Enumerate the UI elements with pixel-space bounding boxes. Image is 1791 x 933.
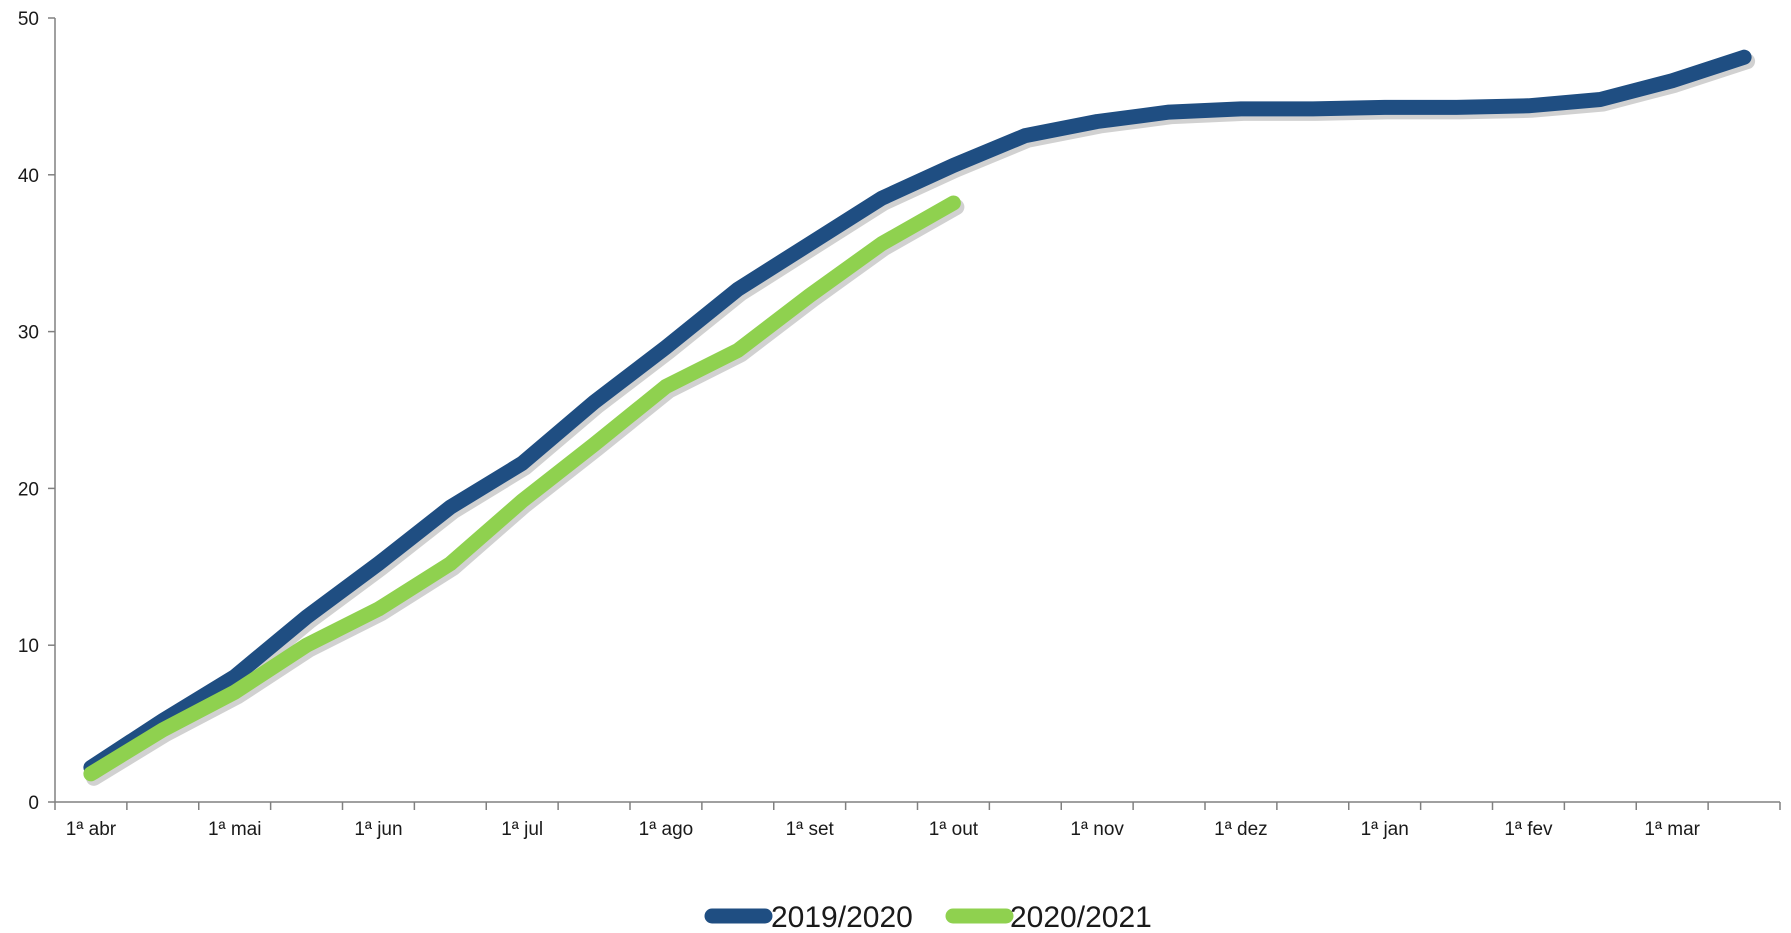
data-point xyxy=(448,562,452,566)
x-tick-label: 1ª ago xyxy=(639,819,694,840)
y-tick-label: 40 xyxy=(18,166,39,187)
data-point xyxy=(520,461,524,465)
data-point xyxy=(736,348,740,352)
data-point xyxy=(880,242,884,246)
data-point xyxy=(376,607,380,611)
data-point xyxy=(951,163,955,167)
x-tick-label: 1ª jan xyxy=(1361,819,1409,840)
x-tick-label: 1ª fev xyxy=(1504,819,1553,840)
data-point xyxy=(880,196,884,200)
x-tick-label: 1ª mar xyxy=(1644,819,1700,840)
data-point xyxy=(520,499,524,503)
legend-label: 2020/2021 xyxy=(1010,901,1152,933)
y-tick-label: 50 xyxy=(18,9,39,30)
legend-label: 2019/2020 xyxy=(771,901,913,933)
data-point xyxy=(664,384,668,388)
data-point xyxy=(664,345,668,349)
data-point xyxy=(1383,105,1387,109)
data-point xyxy=(1598,98,1602,102)
series-line-shadow xyxy=(85,53,1756,780)
data-point xyxy=(736,287,740,291)
data-point xyxy=(592,442,596,446)
data-point xyxy=(161,728,165,732)
x-tick-label: 1ª mai xyxy=(208,819,262,840)
data-point xyxy=(808,294,812,298)
series-1 xyxy=(83,49,1756,780)
x-tick-label: 1ª set xyxy=(786,819,835,840)
data-point xyxy=(376,562,380,566)
data-point xyxy=(1095,119,1099,123)
data-point xyxy=(951,201,955,205)
series-layer xyxy=(83,49,1756,786)
data-point xyxy=(233,690,237,694)
x-tick-label: 1ª nov xyxy=(1070,819,1124,840)
data-point xyxy=(808,242,812,246)
data-point xyxy=(1167,110,1171,114)
data-point xyxy=(1239,107,1243,111)
legend-item: 2019/2020 xyxy=(704,901,913,933)
data-point xyxy=(448,505,452,509)
y-tick-label: 30 xyxy=(18,323,39,344)
series-2 xyxy=(83,195,965,786)
y-tick-label: 20 xyxy=(18,479,39,500)
data-point xyxy=(1023,134,1027,138)
x-tick-label: 1ª abr xyxy=(66,819,117,840)
x-tick-label: 1ª out xyxy=(929,819,979,840)
x-tick-label: 1ª jun xyxy=(354,819,402,840)
data-point xyxy=(1670,79,1674,83)
data-point xyxy=(1311,107,1315,111)
data-point xyxy=(305,643,309,647)
x-tick-label: 1ª dez xyxy=(1214,819,1268,840)
x-tick-label: 1ª jul xyxy=(501,819,543,840)
y-tick-label: 0 xyxy=(28,793,39,814)
data-point xyxy=(305,615,309,619)
data-point xyxy=(233,675,237,679)
legend: 2019/2020 2020/2021 xyxy=(704,901,1152,933)
data-point xyxy=(592,400,596,404)
y-tick-label: 10 xyxy=(18,636,39,657)
data-point xyxy=(1526,104,1530,108)
legend-item: 2020/2021 xyxy=(945,901,1152,933)
data-point xyxy=(1742,55,1746,59)
axes: 0 10 20 30 40 50 1ª abr 1ª mai 1ª jun 1ª jul 1ª ag… xyxy=(18,9,1781,840)
series-line xyxy=(83,49,1752,775)
data-point xyxy=(89,772,93,776)
data-point xyxy=(1455,105,1459,109)
series-line xyxy=(83,195,961,782)
